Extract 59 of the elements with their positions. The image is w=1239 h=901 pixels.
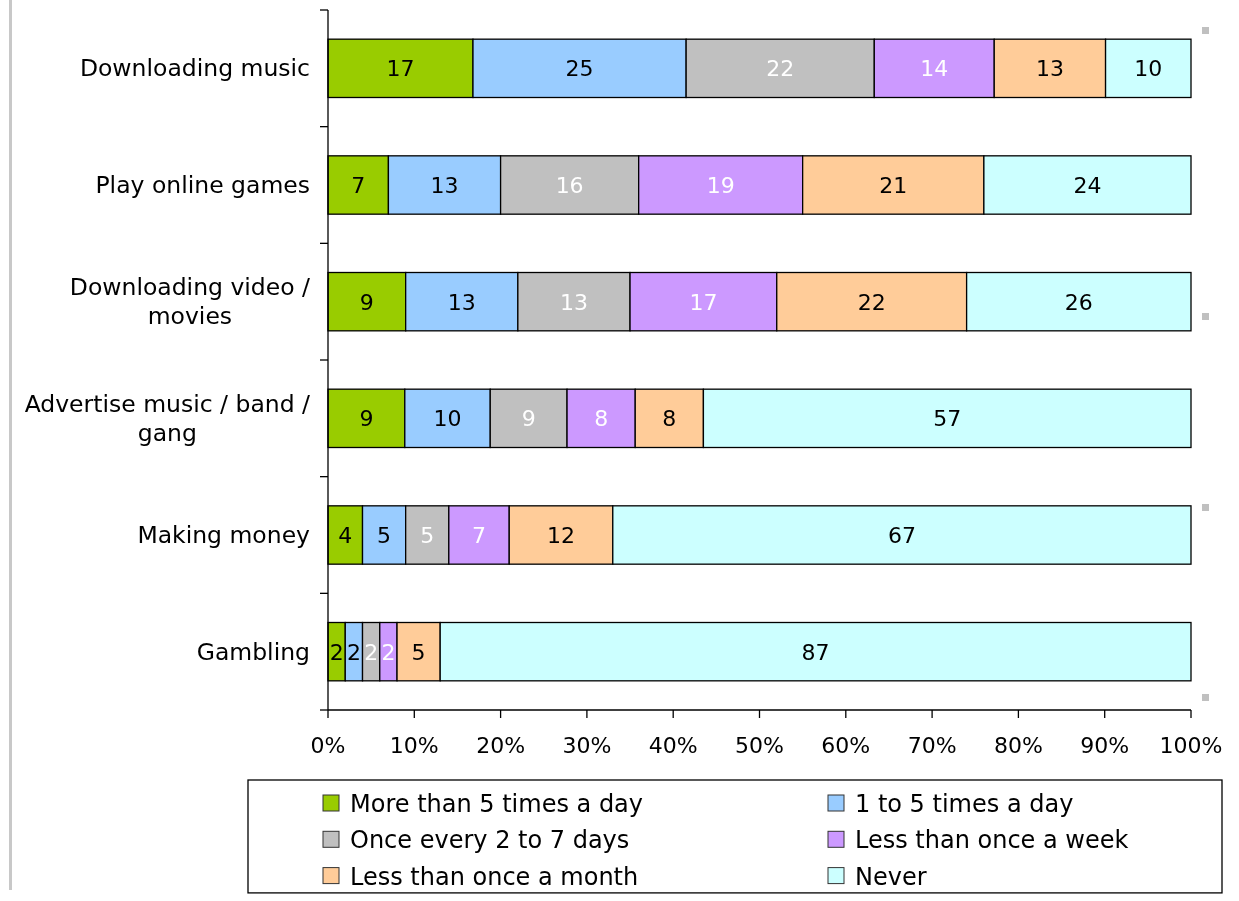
data-label: 9 [359, 406, 374, 432]
data-label: 24 [1073, 173, 1102, 198]
data-label: 57 [933, 406, 962, 432]
data-label: 2 [329, 639, 344, 665]
x-tick-label: 100% [1159, 733, 1223, 758]
data-label: 22 [857, 289, 886, 315]
data-label: 9 [359, 289, 374, 315]
data-label: 10 [433, 406, 462, 432]
x-tick-label: 50% [735, 733, 784, 758]
x-tick-label: 10% [389, 733, 439, 758]
legend-label: Less than once a week [855, 826, 1129, 855]
x-tick-label: 30% [562, 733, 612, 758]
data-label: 10 [1134, 56, 1163, 82]
legend-label: More than 5 times a day [350, 790, 644, 818]
data-label: 19 [706, 173, 735, 198]
y-tick-label: Advertise music / band / gang [24, 389, 311, 447]
data-label: 5 [411, 639, 426, 665]
data-label: 13 [1035, 56, 1064, 82]
data-label: 2 [381, 639, 396, 665]
data-label: 67 [887, 523, 916, 548]
data-label: 8 [594, 406, 609, 432]
legend-label: Once every 2 to 7 days [350, 826, 630, 855]
data-label: 9 [521, 406, 536, 432]
data-label: 17 [689, 289, 718, 315]
y-tick-label: Gambling [196, 637, 310, 666]
data-label: 5 [420, 523, 435, 548]
data-label: 7 [351, 173, 366, 198]
data-label: 4 [338, 523, 353, 548]
data-label: 2 [364, 639, 379, 665]
data-label: 5 [377, 523, 392, 548]
legend-label: Less than once a month [350, 862, 639, 891]
data-label: 21 [879, 173, 908, 198]
data-label: 13 [447, 289, 476, 315]
data-label: 12 [547, 523, 576, 548]
data-label: 22 [766, 56, 795, 82]
data-label: 13 [430, 173, 459, 198]
data-label: 87 [801, 639, 830, 665]
legend-label: Never [855, 862, 927, 891]
data-label: 13 [559, 289, 588, 315]
data-label: 17 [386, 56, 415, 82]
data-label: 2 [346, 639, 361, 665]
y-tick-label: Downloading music [79, 54, 310, 83]
data-label: 25 [565, 56, 594, 82]
x-tick-label: 90% [1080, 733, 1130, 758]
y-tick-label: Making money [137, 521, 311, 549]
y-tick-label: Downloading video / movies [69, 273, 311, 331]
data-label: 14 [920, 56, 949, 82]
data-label: 26 [1064, 289, 1093, 315]
x-tick-label: 40% [648, 733, 698, 758]
x-tick-label: 80% [993, 733, 1043, 758]
x-tick-label: 70% [907, 733, 957, 758]
x-tick-label: 20% [476, 733, 526, 758]
data-label: 8 [662, 406, 677, 432]
data-label: 16 [555, 173, 584, 198]
legend-label: 1 to 5 times a day [855, 790, 1074, 818]
y-tick-label: Play online games [95, 171, 310, 199]
data-label: 7 [472, 523, 487, 548]
x-tick-label: 0% [310, 733, 346, 758]
x-tick-label: 60% [821, 733, 871, 758]
